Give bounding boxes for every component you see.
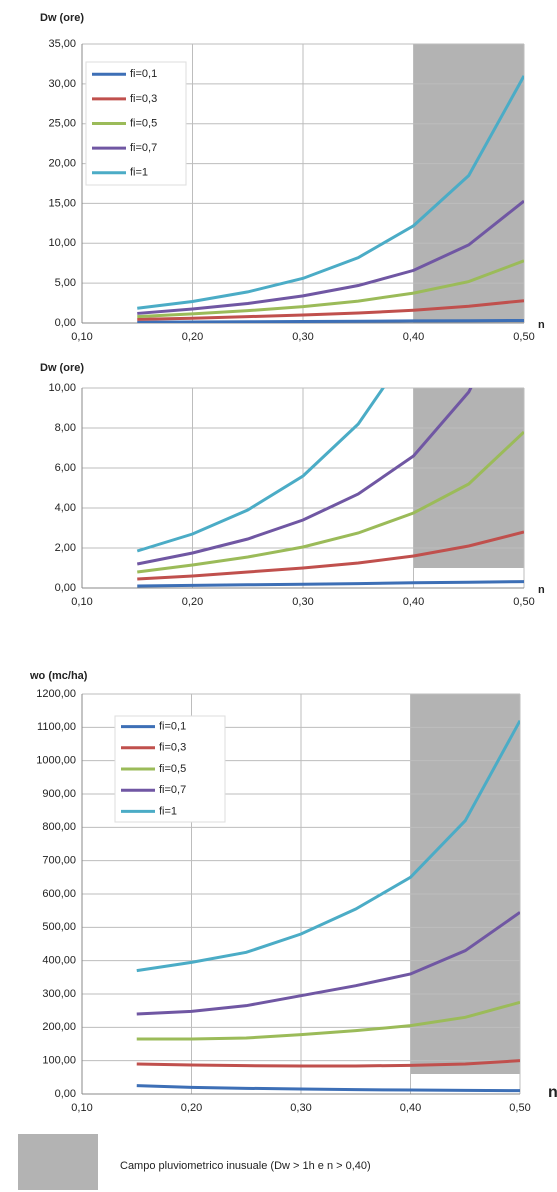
legend-label: fi=0,5 xyxy=(159,763,186,775)
x-tick-label: 0,50 xyxy=(509,1102,530,1114)
y-axis-title: Dw (ore) xyxy=(40,362,84,374)
x-tick-label: 0,10 xyxy=(71,331,92,343)
y-tick-label: 200,00 xyxy=(42,1021,76,1033)
y-tick-label: 0,00 xyxy=(55,1088,76,1100)
y-tick-label: 1000,00 xyxy=(36,755,76,767)
y-tick-label: 10,00 xyxy=(48,237,76,249)
series-group xyxy=(137,75,524,323)
x-tick-label: 0,10 xyxy=(71,596,92,608)
y-tick-label: 8,00 xyxy=(55,422,76,434)
legend-label: fi=0,3 xyxy=(159,742,186,754)
x-tick-label: 0,20 xyxy=(181,1102,202,1114)
x-tick-label: 0,40 xyxy=(403,596,424,608)
y-tick-label: 500,00 xyxy=(42,921,76,933)
y-tick-label: 5,00 xyxy=(55,277,76,289)
series-line xyxy=(137,580,524,588)
legend-label: fi=1 xyxy=(130,167,148,179)
x-tick-label: 0,30 xyxy=(292,596,313,608)
shade-note: Campo pluviometrico inusuale (Dw > 1h e … xyxy=(120,1160,371,1172)
x-axis-title: n xyxy=(538,584,545,596)
x-tick-label: 0,20 xyxy=(182,596,203,608)
x-tick-label: 0,40 xyxy=(400,1102,421,1114)
legend-label: fi=0,5 xyxy=(130,117,157,129)
y-tick-label: 30,00 xyxy=(48,78,76,90)
series-line xyxy=(136,719,520,973)
y-tick-label: 100,00 xyxy=(42,1055,76,1067)
series-line xyxy=(137,299,524,321)
legend-label: fi=0,1 xyxy=(130,68,157,80)
y-axis-title: Dw (ore) xyxy=(40,12,84,24)
x-tick-label: 0,20 xyxy=(182,331,203,343)
series-line xyxy=(137,318,524,323)
legend-label: fi=0,7 xyxy=(130,142,157,154)
y-tick-label: 1200,00 xyxy=(36,688,76,700)
series-line xyxy=(137,259,524,319)
series-line xyxy=(136,388,385,553)
series-group xyxy=(136,719,520,1093)
x-tick-label: 0,50 xyxy=(513,331,534,343)
series-line xyxy=(137,199,524,315)
x-tick-label: 0,30 xyxy=(290,1102,311,1114)
series-line xyxy=(136,1000,520,1041)
series-line xyxy=(137,530,524,581)
series-line xyxy=(136,388,473,566)
legend-label: fi=0,1 xyxy=(159,721,186,733)
series-group xyxy=(136,388,524,588)
y-tick-label: 0,00 xyxy=(55,317,76,329)
series-line xyxy=(136,1084,520,1093)
y-tick-label: 1100,00 xyxy=(37,721,76,733)
legend-label: fi=0,7 xyxy=(159,784,186,796)
series-line xyxy=(136,1059,520,1068)
unusual-region xyxy=(413,388,524,568)
unusual-region xyxy=(410,694,520,1074)
y-tick-label: 0,00 xyxy=(55,582,76,594)
series-line xyxy=(136,911,520,1016)
y-tick-label: 6,00 xyxy=(55,462,76,474)
y-tick-label: 15,00 xyxy=(48,197,76,209)
y-tick-label: 800,00 xyxy=(42,821,76,833)
legend-label: fi=1 xyxy=(159,805,177,817)
y-tick-label: 4,00 xyxy=(55,502,76,514)
x-axis-title: n xyxy=(548,1084,557,1101)
series-line xyxy=(137,430,524,574)
series-line xyxy=(137,75,524,310)
y-tick-label: 600,00 xyxy=(42,888,76,900)
x-tick-label: 0,40 xyxy=(403,331,424,343)
y-tick-label: 300,00 xyxy=(42,988,76,1000)
y-tick-label: 2,00 xyxy=(55,542,76,554)
y-axis-title: wo (mc/ha) xyxy=(29,670,88,682)
x-tick-label: 0,50 xyxy=(513,596,534,608)
x-tick-label: 0,10 xyxy=(71,1102,92,1114)
y-tick-label: 20,00 xyxy=(48,157,76,169)
unusual-region xyxy=(413,44,524,323)
y-tick-label: 10,00 xyxy=(48,382,76,394)
legend-label: fi=0,3 xyxy=(130,93,157,105)
y-tick-label: 400,00 xyxy=(42,955,76,967)
y-tick-label: 35,00 xyxy=(48,38,76,50)
y-tick-label: 25,00 xyxy=(48,118,76,130)
y-tick-label: 900,00 xyxy=(42,788,76,800)
x-axis-title: n xyxy=(538,319,545,331)
x-tick-label: 0,30 xyxy=(292,331,313,343)
y-tick-label: 700,00 xyxy=(42,855,76,867)
note-swatch xyxy=(18,1134,98,1190)
